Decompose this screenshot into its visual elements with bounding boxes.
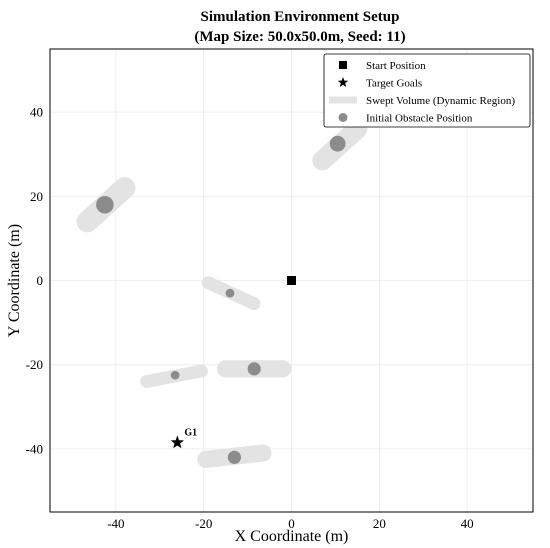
obstacles	[96, 135, 346, 464]
x-tick-label: 0	[288, 516, 295, 531]
legend-label: Swept Volume (Dynamic Region)	[366, 95, 515, 107]
legend-label: Target Goals	[366, 78, 422, 90]
y-tick-label: -40	[26, 441, 43, 456]
y-tick-label: 20	[30, 189, 43, 204]
legend-box	[323, 53, 531, 128]
chart-subtitle: (Map Size: 50.0x50.0m, Seed: 11)	[194, 29, 405, 45]
legend-label: Initial Obstacle Position	[366, 113, 473, 125]
legend-circle-icon	[338, 113, 348, 122]
markers: G1	[170, 276, 296, 449]
axis-ticks: -40 -20 0 20 40 -40 -20 0 20 40	[26, 105, 474, 531]
legend-label: Start Position	[366, 60, 426, 72]
legend: Start Position Target Goals Swept Volume (…	[323, 53, 531, 128]
start-marker	[287, 276, 296, 285]
y-tick-label: 40	[30, 105, 43, 120]
obstacle-marker	[170, 370, 180, 380]
goal-label: G1	[184, 428, 197, 439]
swept-volumes	[76, 119, 368, 468]
x-tick-label: -40	[107, 516, 124, 531]
plot-frame	[49, 48, 534, 513]
obstacle-marker	[329, 135, 346, 152]
legend-star-icon	[337, 77, 349, 87]
x-axis-label: X Coordinate (m)	[235, 528, 349, 545]
y-tick-label: 0	[37, 273, 44, 288]
goal-star-marker	[170, 435, 184, 449]
y-tick-label: -20	[26, 357, 43, 372]
y-axis-label: Y Coordinate (m)	[6, 224, 23, 337]
chart-title: Simulation Environment Setup	[201, 9, 400, 25]
obstacle-marker	[247, 362, 261, 376]
obstacle-marker	[225, 288, 235, 298]
x-tick-label: 20	[373, 516, 386, 531]
x-tick-label: 40	[461, 516, 474, 531]
obstacle-marker	[227, 450, 242, 464]
obstacle-marker	[96, 195, 114, 214]
legend-square-icon	[339, 61, 347, 69]
x-tick-label: -20	[195, 516, 212, 531]
